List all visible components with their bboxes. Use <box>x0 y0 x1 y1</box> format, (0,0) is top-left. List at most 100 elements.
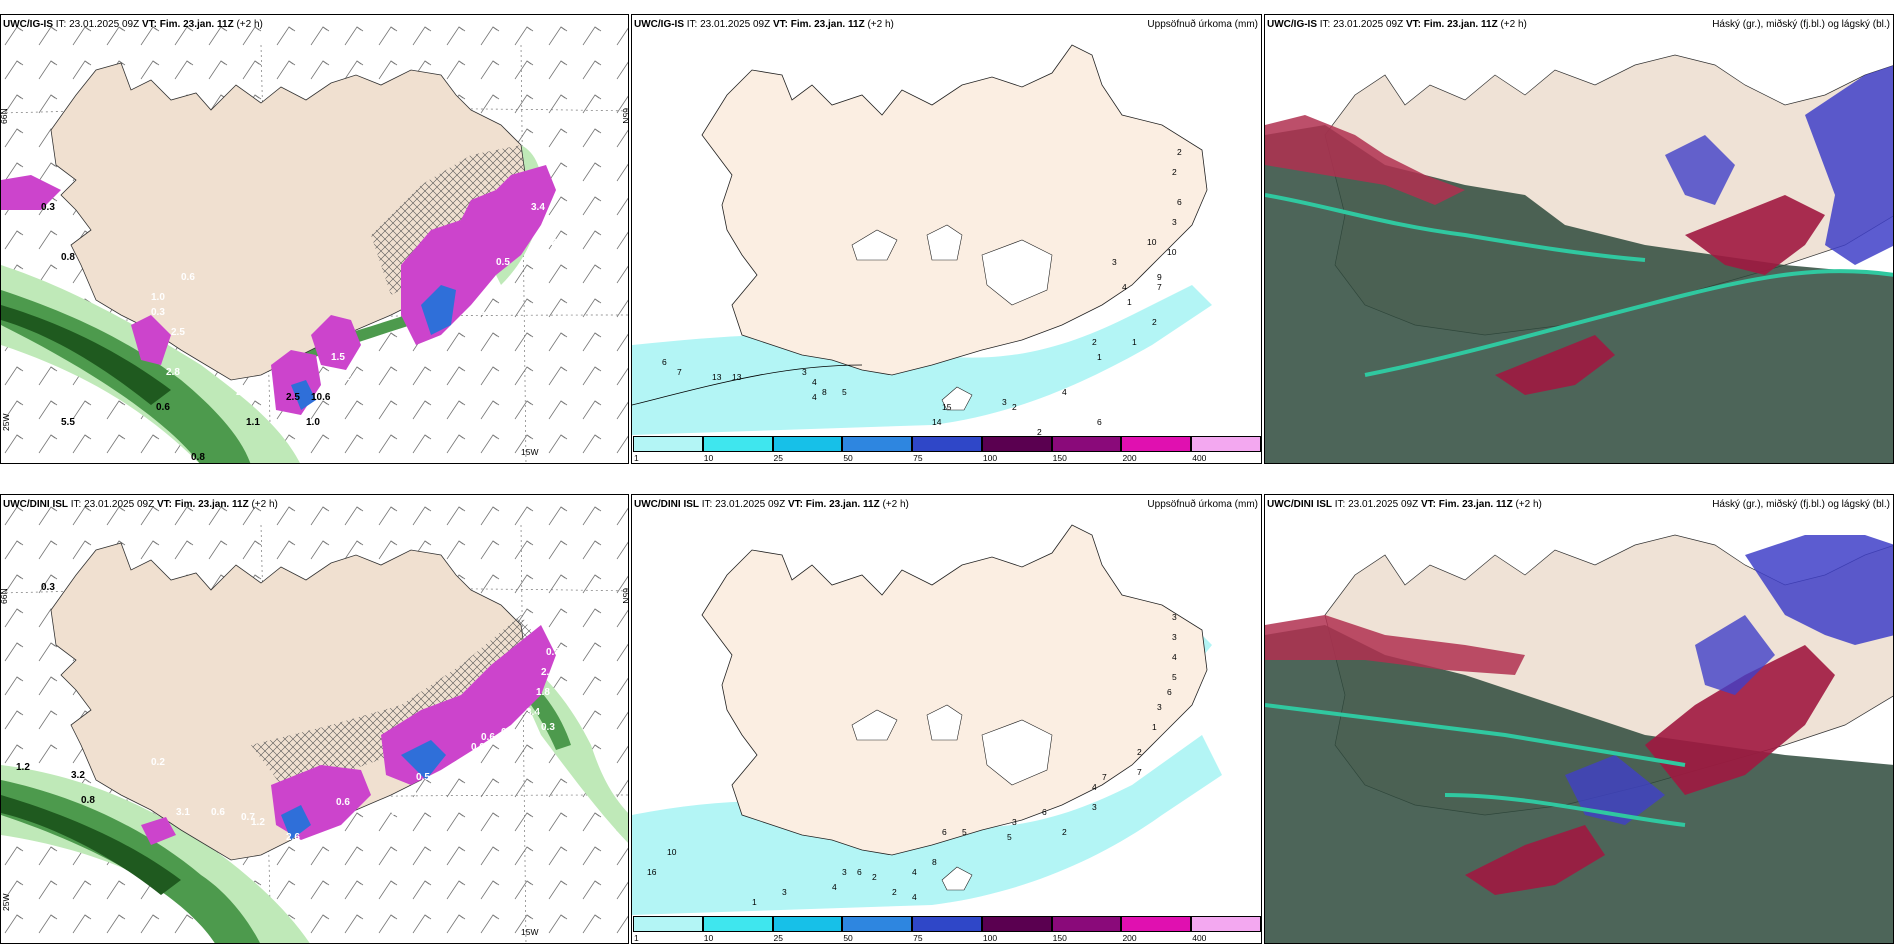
legend-swatch <box>1121 436 1192 452</box>
precip-legend: 1 10 25 50 75 100 150 200 400 <box>633 436 1261 463</box>
high-cloud <box>1265 125 1893 463</box>
model-name: UWC/DINI ISL <box>1267 499 1332 510</box>
snow-value: 0.3 <box>551 217 565 228</box>
snow-value: 0.7 <box>366 352 380 363</box>
snow-value: 0.3 <box>41 582 55 593</box>
it-value: 23.01.2025 09Z <box>69 19 140 30</box>
precip-value: 8 <box>822 387 827 397</box>
snow-value: 0.6 <box>156 402 170 413</box>
wind-snow-map-panel-row2: UWC/DINI ISL IT: 23.01.2025 09Z VT: Fim.… <box>0 494 629 944</box>
vt-value: Fim. 23.jan. 11Z <box>805 499 880 510</box>
glaciers <box>851 704 1053 891</box>
lat-label: 65N <box>621 588 629 604</box>
precip-value: 4 <box>912 867 917 877</box>
precip-value: 5 <box>842 387 847 397</box>
precip-value: 8 <box>932 857 937 867</box>
precip-value: 1 <box>1097 352 1102 362</box>
low-cloud <box>1565 535 1893 825</box>
wind-snow-map-panel-row1: UWC/IG-IS IT: 23.01.2025 09Z VT: Fim. 23… <box>0 14 629 464</box>
snow-value: 1.1 <box>246 417 260 428</box>
legend-tick: 100 <box>982 453 998 463</box>
low-cloud <box>1665 65 1893 265</box>
snow-value: 0.6 <box>336 797 350 808</box>
panel-header: UWC/DINI ISL IT: 23.01.2025 09Z VT: Fim.… <box>1267 499 1542 510</box>
snow-value: 2.2 <box>236 387 250 398</box>
precip-value: 2 <box>892 887 897 897</box>
it-value: 23.01.2025 09Z <box>84 499 155 510</box>
snow-value: 0.6 <box>501 727 515 738</box>
lon-label: 25W <box>1 414 11 431</box>
lon-label: 25W <box>1 894 11 911</box>
mid-cloud <box>1265 115 1825 395</box>
legend-tick: 200 <box>1122 453 1137 463</box>
legend-tick: 25 <box>773 453 784 463</box>
vt-value: Fim. 23.jan. 11Z <box>1438 499 1513 510</box>
lead-time: (+2 h) <box>882 499 909 510</box>
precip-value: 7 <box>1157 282 1162 292</box>
cloud-map[interactable] <box>1265 495 1894 944</box>
precip-value: 3 <box>782 887 787 897</box>
snow-value: 0.3 <box>41 202 55 213</box>
precip-value: 3 <box>1172 632 1177 642</box>
cloud-map[interactable] <box>1265 15 1894 464</box>
legend-tick: 25 <box>773 933 784 943</box>
precip-value: 10 <box>1147 237 1157 247</box>
model-name: UWC/IG-IS <box>3 19 53 30</box>
precip-value: 9 <box>1157 272 1162 282</box>
legend-swatch <box>1191 436 1261 452</box>
legend-tick: 400 <box>1192 933 1207 943</box>
wind-snow-map[interactable]: 0.31.23.20.83.1 0.6 0.71.22.60.70.20.60.63… <box>1 495 629 944</box>
snow-value: 2.8 <box>166 367 180 378</box>
it-label: IT: <box>55 19 67 30</box>
precip-value: 16 <box>647 867 657 877</box>
lead-time: (+2 h) <box>1515 499 1542 510</box>
snow-value: 0.8 <box>61 252 75 263</box>
snow-value-labels: 0.31.23.20.83.1 0.6 0.71.22.60.70.20.60.63… <box>16 582 560 853</box>
cloud-map-panel-row1: UWC/IG-IS IT: 23.01.2025 09Z VT: Fim. 23… <box>1264 14 1894 464</box>
precip-value: 5 <box>962 827 967 837</box>
wind-snow-map[interactable]: 0.3 0.8 0.6 1.0 0.3 2.5 2.8 0.6 1.5 0.7 2.5 10.6 2.6… <box>1 15 629 464</box>
legend-tick: 400 <box>1192 453 1207 463</box>
it-label: IT: <box>701 499 713 510</box>
precip-value: 3 <box>842 867 847 877</box>
snow-value: 2.5 <box>171 327 185 338</box>
legend-tick: 1 <box>634 453 639 463</box>
precip-value: 2 <box>1172 167 1177 177</box>
it-label: IT: <box>1334 499 1346 510</box>
legend-tick: 150 <box>1052 453 1067 463</box>
precip-value: 4 <box>812 377 817 387</box>
precip-value: 1 <box>1152 722 1157 732</box>
it-label: IT: <box>1319 19 1331 30</box>
vt-value: Fim. 23.jan. 11Z <box>174 499 249 510</box>
legend-swatch <box>1051 436 1122 452</box>
lead-time: (+2 h) <box>251 499 278 510</box>
legend-tick: 1 <box>634 933 639 943</box>
precip-map-panel-row2: UWC/DINI ISL IT: 23.01.2025 09Z VT: Fim.… <box>631 494 1262 944</box>
cloud-map-panel-row2: UWC/DINI ISL IT: 23.01.2025 09Z VT: Fim.… <box>1264 494 1894 944</box>
vt-value: Fim. 23.jan. 11Z <box>159 19 234 30</box>
legend-swatch <box>772 916 843 932</box>
precip-value: 5 <box>1007 832 1012 842</box>
vt-label: VT: <box>1405 19 1421 30</box>
snow-value: 0.5 <box>416 772 430 783</box>
panel-header: UWC/IG-IS IT: 23.01.2025 09Z VT: Fim. 23… <box>1267 19 1527 30</box>
precip-value: 6 <box>1177 197 1182 207</box>
snow-value: 1.8 <box>536 687 550 698</box>
snow-value: 1.5 <box>331 352 345 363</box>
model-name: UWC/DINI ISL <box>634 499 699 510</box>
legend-swatch <box>1121 916 1192 932</box>
legend-swatch <box>842 916 913 932</box>
precip-value: 4 <box>812 392 817 402</box>
precip-value: 2 <box>1177 147 1182 157</box>
precip-value: 13 <box>732 372 742 382</box>
lat-label: 65N <box>621 108 629 124</box>
precip-value: 6 <box>857 867 862 877</box>
precip-value: 6 <box>1097 417 1102 427</box>
precip-value: 2 <box>872 872 877 882</box>
legend-swatch <box>633 916 703 932</box>
legend-tick: 50 <box>843 453 853 463</box>
snow-value: 1.1 <box>481 767 495 778</box>
